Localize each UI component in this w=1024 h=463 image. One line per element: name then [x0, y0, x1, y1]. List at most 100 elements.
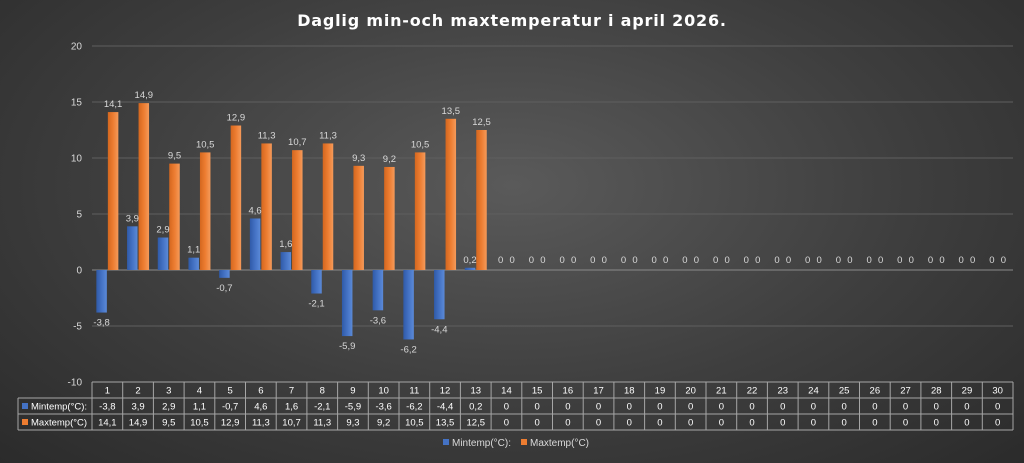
min-temp-bar [127, 226, 138, 270]
series-key-swatch [22, 403, 28, 409]
table-value-cell: 0 [934, 418, 939, 429]
table-value-cell: 14,1 [98, 418, 117, 429]
max-temp-bar [107, 112, 119, 270]
legend-label-max: Maxtemp(°C) [530, 438, 589, 449]
min-temp-data-label: 4,6 [248, 205, 261, 216]
table-value-cell: 0,2 [469, 402, 482, 413]
table-category-cell: 12 [440, 386, 451, 397]
max-temp-data-label: 0 [663, 255, 668, 266]
max-temp-bar [261, 143, 272, 270]
min-temp-bar [403, 270, 414, 340]
table-value-cell: 0 [719, 418, 724, 429]
table-value-cell: -5,9 [345, 402, 361, 413]
max-temp-bar [414, 152, 426, 270]
min-temp-data-label: -4,4 [431, 324, 447, 335]
table-value-cell: 0 [688, 402, 693, 413]
table-value-cell: 2,9 [162, 402, 175, 413]
table-category-cell: 26 [870, 386, 881, 397]
table-value-cell: 0 [504, 402, 509, 413]
min-temp-data-label: 0 [682, 255, 687, 266]
min-temp-data-label: -6,2 [400, 344, 416, 355]
min-temp-bar [311, 270, 322, 294]
max-temp-bar [384, 166, 395, 270]
table-value-cell: 10,7 [282, 418, 301, 429]
max-temp-data-label: 0 [817, 255, 822, 266]
min-temp-data-label: -0,7 [216, 283, 232, 294]
min-temp-data-label: 0 [897, 255, 902, 266]
table-value-cell: 0 [872, 418, 877, 429]
min-temp-data-label: 2,9 [156, 225, 169, 236]
table-value-cell: 0 [934, 402, 939, 413]
table-value-cell: -4,4 [437, 402, 453, 413]
table-category-cell: 14 [501, 386, 512, 397]
max-temp-data-label: 0 [786, 255, 791, 266]
min-temp-data-label: 0 [928, 255, 933, 266]
table-value-cell: 0 [596, 418, 601, 429]
min-temp-bar [464, 267, 476, 270]
max-temp-data-label: 10,7 [288, 137, 307, 148]
y-tick-label: 15 [71, 98, 83, 109]
table-category-cell: 20 [685, 386, 696, 397]
table-category-cell: 13 [470, 386, 481, 397]
max-temp-bar [138, 103, 150, 271]
max-temp-data-label: 10,5 [196, 139, 215, 150]
table-value-cell: 0 [627, 402, 632, 413]
table-value-cell: 11,3 [252, 418, 270, 429]
min-temp-data-label: 0 [652, 255, 657, 266]
table-category-cell: 1 [105, 386, 110, 397]
max-temp-data-label: 0 [724, 255, 729, 266]
table-value-cell: 0 [780, 418, 785, 429]
min-temp-data-label: -3,6 [370, 315, 386, 326]
max-temp-data-label: 0 [847, 255, 852, 266]
table-value-cell: 10,5 [405, 418, 424, 429]
min-temp-bar [341, 270, 353, 337]
table-category-cell: 29 [962, 386, 973, 397]
max-temp-data-label: 0 [694, 255, 699, 266]
table-value-cell: 0 [504, 418, 509, 429]
max-temp-bar [169, 163, 180, 270]
y-tick-label: -10 [68, 378, 83, 389]
min-temp-bar [157, 237, 169, 270]
min-temp-bar [188, 257, 199, 270]
table-value-cell: 1,6 [285, 402, 298, 413]
max-temp-data-label: 0 [602, 255, 607, 266]
table-category-cell: 11 [409, 386, 419, 397]
gridlines [92, 45, 1013, 383]
y-tick-label: 10 [71, 154, 83, 165]
max-temp-data-label: 0 [970, 255, 975, 266]
min-temp-data-label: 0 [713, 255, 718, 266]
min-temp-bar [280, 252, 292, 270]
table-value-cell: 12,9 [221, 418, 240, 429]
table-category-cell: 2 [135, 386, 140, 397]
min-temp-data-label: 0 [744, 255, 749, 266]
table-value-cell: 4,6 [254, 402, 267, 413]
min-temp-data-label: 0 [959, 255, 964, 266]
table-value-cell: 0 [749, 402, 754, 413]
max-temp-data-label: 0 [571, 255, 576, 266]
min-temp-data-label: 0 [529, 255, 534, 266]
legend-label-min: Mintemp(°C): [452, 438, 511, 449]
table-value-cell: 0 [872, 402, 877, 413]
table-category-cell: 9 [350, 386, 355, 397]
table-value-cell: 0 [964, 418, 969, 429]
table-category-cell: 16 [563, 386, 574, 397]
max-temp-data-label: 9,3 [352, 153, 365, 164]
max-temp-data-label: 0 [1001, 255, 1006, 266]
min-temp-bar [96, 270, 107, 313]
table-value-cell: 0 [565, 418, 570, 429]
table-value-cell: 0 [811, 402, 816, 413]
table-value-cell: 0 [627, 418, 632, 429]
min-temp-data-label: -2,1 [308, 299, 324, 310]
max-temp-data-label: 0 [909, 255, 914, 266]
legend: Mintemp(°C): Maxtemp(°C) [443, 438, 589, 449]
table-value-cell: 0 [535, 418, 540, 429]
min-temp-data-label: 0 [559, 255, 564, 266]
table-value-cell: 0 [842, 418, 847, 429]
table-category-cell: 19 [655, 386, 666, 397]
max-temp-bar [476, 130, 487, 270]
table-category-cell: 8 [320, 386, 325, 397]
max-temp-data-label: 12,9 [227, 113, 246, 124]
legend-swatch-max [521, 439, 527, 445]
series-key-swatch [22, 419, 28, 425]
